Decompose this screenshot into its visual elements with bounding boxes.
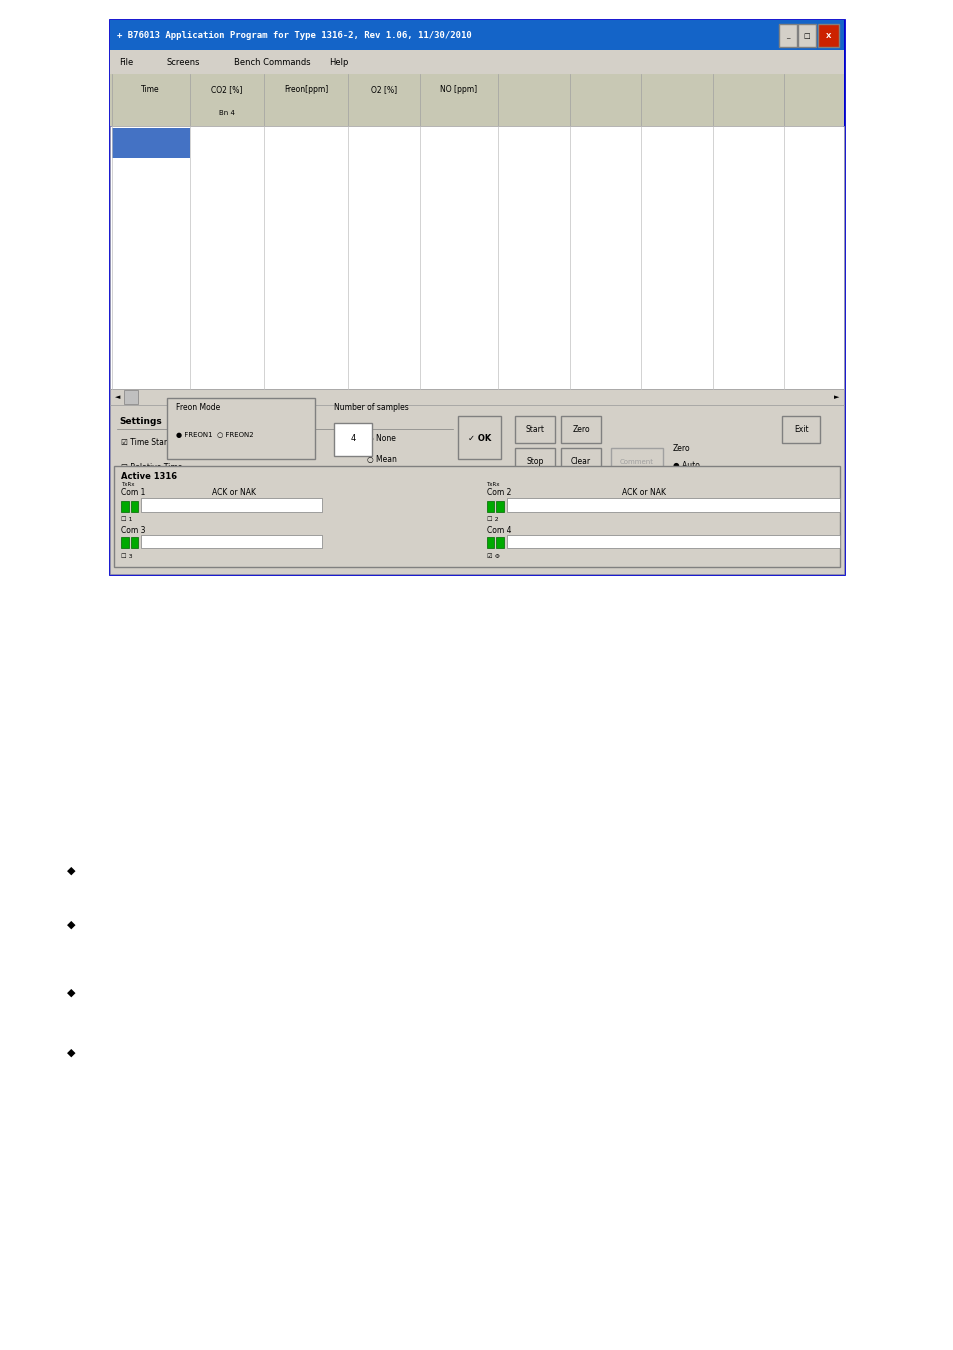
Text: ● Auto: ● Auto [672,462,699,470]
Text: ○ Mean: ○ Mean [367,455,396,463]
Text: Bn 4: Bn 4 [219,109,234,116]
FancyBboxPatch shape [110,50,843,74]
Text: ►: ► [833,394,839,400]
Text: ○ Mean+STDEV: ○ Mean+STDEV [367,475,428,483]
FancyBboxPatch shape [560,448,600,475]
Text: ○ Manual: ○ Manual [672,479,709,487]
FancyBboxPatch shape [114,466,839,567]
Text: ✓ OK: ✓ OK [467,435,491,443]
Text: File Log: File Log [672,498,706,506]
Text: + B76013 Application Program for Type 1316-2, Rev 1.06, 11/30/2010: + B76013 Application Program for Type 13… [117,31,472,39]
Text: Start: Start [525,425,544,433]
FancyBboxPatch shape [515,416,555,443]
FancyBboxPatch shape [610,448,662,475]
Text: Screens: Screens [167,58,200,66]
Text: ◆: ◆ [68,919,75,930]
Text: Active 1316: Active 1316 [121,472,177,481]
Text: ☐ Relative Time: ☐ Relative Time [121,463,182,471]
Text: ☐ 2: ☐ 2 [486,517,497,522]
Text: ● FREON1  ○ FREON2: ● FREON1 ○ FREON2 [176,432,253,437]
Text: Exit: Exit [793,425,808,433]
FancyBboxPatch shape [124,390,138,404]
Text: NO [ppm]: NO [ppm] [440,85,476,94]
FancyBboxPatch shape [110,126,843,389]
FancyBboxPatch shape [486,537,494,548]
FancyBboxPatch shape [141,535,322,548]
FancyBboxPatch shape [110,20,843,50]
FancyBboxPatch shape [496,501,503,512]
FancyBboxPatch shape [457,416,500,459]
Text: TxRx: TxRx [121,482,134,487]
FancyBboxPatch shape [121,501,129,512]
Text: Com 2: Com 2 [486,489,511,497]
Text: CO2 [%]: CO2 [%] [212,85,242,94]
FancyBboxPatch shape [167,398,314,459]
Text: ☑ Time Stamp: ☑ Time Stamp [121,439,176,447]
Text: Com 1: Com 1 [121,489,146,497]
Text: ○ On  ○ Off: ○ On ○ Off [672,517,714,522]
FancyBboxPatch shape [334,423,372,456]
Text: ◆: ◆ [68,987,75,998]
Text: Help: Help [329,58,348,66]
Text: Zero: Zero [572,425,589,433]
Text: ☐ 3: ☐ 3 [121,554,132,559]
FancyBboxPatch shape [817,24,838,47]
Text: ☐ 1: ☐ 1 [121,517,132,522]
Text: □: □ [803,32,809,39]
FancyBboxPatch shape [798,24,815,47]
Text: Time: Time [141,85,160,94]
Text: Comment: Comment [619,459,653,464]
Text: ○ None: ○ None [367,435,395,443]
Text: 4: 4 [350,435,355,443]
Text: TxRx: TxRx [486,482,499,487]
Text: Zero: Zero [672,444,689,452]
FancyBboxPatch shape [110,389,843,405]
FancyBboxPatch shape [506,535,840,548]
Text: ACK or NAK: ACK or NAK [212,489,255,497]
FancyBboxPatch shape [121,537,129,548]
FancyBboxPatch shape [781,416,820,443]
Text: Bench Commands: Bench Commands [233,58,310,66]
Text: ACK or NAK: ACK or NAK [621,489,665,497]
FancyBboxPatch shape [141,498,322,512]
Text: Stop: Stop [526,458,543,466]
Text: Com 3: Com 3 [121,526,146,535]
FancyBboxPatch shape [515,448,555,475]
Text: Clear: Clear [570,458,591,466]
Text: Com 4: Com 4 [486,526,511,535]
FancyBboxPatch shape [486,501,494,512]
Text: ☑ ⚙: ☑ ⚙ [486,554,499,559]
FancyBboxPatch shape [110,405,843,574]
Text: X: X [824,32,830,39]
FancyBboxPatch shape [131,501,138,512]
FancyBboxPatch shape [506,498,840,512]
Text: Freon[ppm]: Freon[ppm] [284,85,328,94]
Text: File: File [119,58,133,66]
Text: ☑ Gas Conc: ☑ Gas Conc [121,479,166,487]
FancyBboxPatch shape [131,537,138,548]
Text: Settings: Settings [119,417,162,425]
FancyBboxPatch shape [560,416,600,443]
FancyBboxPatch shape [112,128,190,158]
Text: ◄: ◄ [114,394,120,400]
FancyBboxPatch shape [110,20,843,574]
FancyBboxPatch shape [110,74,843,126]
FancyBboxPatch shape [779,24,796,47]
FancyBboxPatch shape [496,537,503,548]
Text: ◆: ◆ [68,865,75,876]
Text: O2 [%]: O2 [%] [371,85,396,94]
Text: Number of samples: Number of samples [334,404,408,412]
Text: ◆: ◆ [68,1048,75,1058]
Text: Freon Mode: Freon Mode [176,404,220,412]
Text: _: _ [785,32,789,39]
